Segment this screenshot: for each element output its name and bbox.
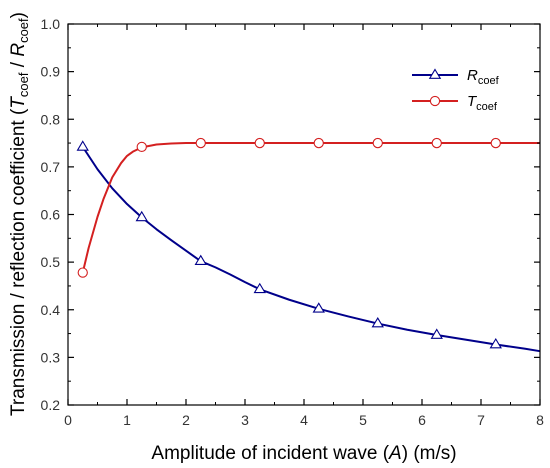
series-point-r-coef: [194, 254, 207, 266]
x-tick-label: 0: [64, 412, 72, 428]
series-point-r-coef: [253, 282, 266, 294]
x-tick-label: 5: [359, 412, 367, 428]
x-tick-label: 6: [418, 412, 426, 428]
legend-marker-t-coef: [429, 95, 441, 107]
legend: Rcoef Tcoef: [412, 67, 500, 113]
y-axis-title: Transmission / reflection coefficient (T…: [8, 12, 31, 416]
series-line-r-coef: [81, 146, 541, 353]
x-tick-label: 8: [536, 412, 544, 428]
x-tick-label: 2: [182, 412, 190, 428]
series-point-r-coef: [135, 210, 148, 222]
y-tick-label: 1.0: [41, 16, 61, 32]
x-tick-label: 1: [123, 412, 131, 428]
series-line-t-coef: [81, 142, 540, 273]
series-point-r-coef: [76, 140, 89, 151]
y-tick-label: 0.2: [41, 397, 61, 413]
y-tick-label: 0.8: [41, 111, 61, 127]
y-tick-label: 0.7: [41, 159, 61, 175]
legend-label-t-coef: Tcoef: [467, 93, 498, 113]
series-point-t-coef: [136, 141, 147, 153]
y-tick-label: 0.5: [41, 254, 61, 270]
series-layer: [76, 137, 541, 353]
series-point-t-coef: [313, 137, 324, 149]
x-axis-title: Amplitude of incident wave (A) (m/s): [151, 443, 456, 464]
x-tick-label: 4: [300, 412, 308, 428]
y-tick-label: 0.4: [41, 302, 61, 318]
series-point-t-coef: [372, 137, 383, 149]
legend-marker-r-coef: [428, 68, 442, 79]
axes: 0 1 2 3 4 5 6 7 8 0.2 0.3 0.4 0.5 0.6 0.7 0.8 0.9 1.0: [41, 16, 545, 428]
series-point-t-coef: [254, 137, 265, 149]
series-point-t-coef: [431, 137, 442, 149]
series-point-t-coef: [490, 137, 501, 149]
x-tick-label: 3: [241, 412, 249, 428]
y-tick-label: 0.9: [41, 64, 61, 80]
series-point-r-coef: [489, 337, 502, 349]
series-point-t-coef: [195, 137, 206, 149]
legend-label-r-coef: Rcoef: [467, 67, 500, 87]
y-tick-label: 0.3: [41, 349, 61, 365]
series-point-t-coef: [77, 267, 88, 278]
series-point-r-coef: [312, 302, 325, 313]
x-tick-label: 7: [477, 412, 485, 428]
y-tick-label: 0.6: [41, 207, 61, 223]
series-point-r-coef: [430, 328, 443, 339]
series-point-r-coef: [371, 316, 384, 328]
